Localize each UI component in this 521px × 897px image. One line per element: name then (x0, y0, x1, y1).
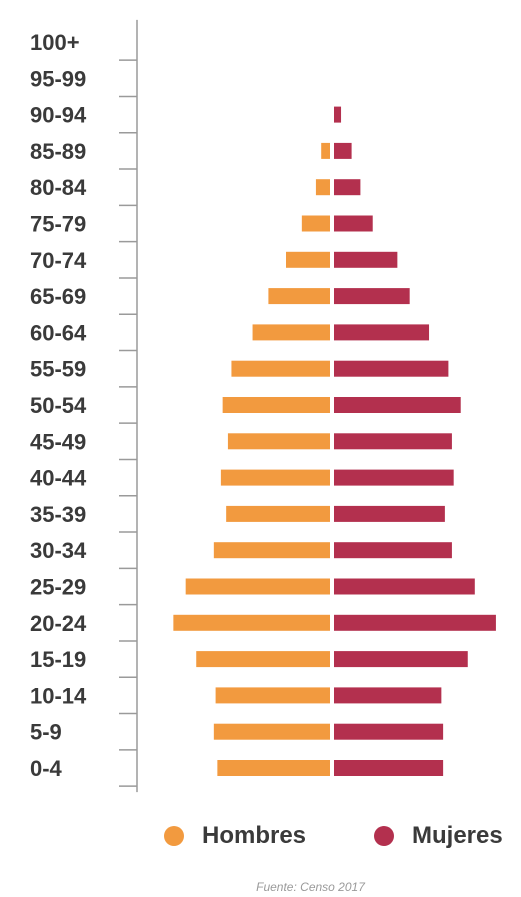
bar-mujeres (334, 433, 452, 450)
bar-mujeres (334, 723, 444, 740)
bar-mujeres (334, 687, 442, 704)
y-tick-label: 40-44 (30, 466, 87, 491)
y-tick-label: 95-99 (30, 66, 86, 91)
population-pyramid-chart: 100+ 95-99 90-94 85-89 80-84 75-79 70-74 65-69 6… (30, 19, 496, 793)
legend-dot-mujeres (374, 826, 394, 846)
bar-hombres (301, 215, 330, 232)
legend-label-hombres: Hombres (202, 822, 307, 849)
bar-mujeres (334, 542, 452, 559)
bar-hombres (173, 614, 330, 631)
y-tick-label: 5-9 (30, 720, 62, 745)
legend-item-hombres: Hombres (164, 822, 306, 850)
bar-mujeres (334, 651, 468, 668)
y-tick-label: 45-49 (30, 429, 86, 454)
bar-mujeres (334, 251, 398, 268)
y-tick-label: 50-54 (30, 393, 87, 418)
bar-mujeres (334, 760, 444, 776)
bar-hombres (315, 179, 330, 196)
bar-mujeres (334, 106, 342, 123)
legend-dot-hombres (164, 826, 184, 846)
y-tick-label: 85-89 (30, 139, 86, 164)
y-tick-label: 60-64 (30, 320, 87, 345)
y-tick-label: 15-19 (30, 647, 86, 672)
bar-hombres (215, 687, 330, 704)
bar-hombres (286, 251, 330, 268)
y-tick-label: 80-84 (30, 175, 87, 200)
y-tick-label: 55-59 (30, 357, 86, 382)
legend-label-mujeres: Mujeres (412, 822, 503, 849)
bar-mujeres (334, 469, 454, 486)
bar-mujeres (334, 360, 449, 377)
y-tick-label: 35-39 (30, 502, 86, 527)
bar-mujeres (334, 614, 496, 631)
y-tick-label: 65-69 (30, 284, 86, 309)
bar-hombres (220, 469, 330, 486)
bar-hombres (213, 542, 330, 559)
source-note: Fuente: Censo 2017 (256, 880, 365, 894)
bar-mujeres (334, 397, 461, 413)
bar-mujeres (334, 505, 445, 522)
bar-hombres (196, 651, 330, 668)
bar-mujeres (334, 179, 361, 196)
bar-hombres (217, 760, 330, 776)
bar-hombres (185, 578, 330, 595)
y-tick-label: 70-74 (30, 248, 87, 273)
y-tick-label: 20-24 (30, 611, 87, 636)
legend: Hombres Mujeres (0, 822, 521, 862)
bar-hombres (213, 723, 330, 740)
y-tick-label: 10-14 (30, 683, 87, 708)
y-tick-label: 25-29 (30, 575, 86, 600)
bar-mujeres (334, 142, 352, 159)
bar-mujeres (334, 288, 410, 305)
y-tick-label: 90-94 (30, 103, 87, 128)
legend-item-mujeres: Mujeres (374, 822, 503, 850)
bar-hombres (252, 324, 330, 341)
y-tick-label: 100+ (30, 30, 80, 55)
bar-hombres (227, 433, 330, 450)
bar-hombres (226, 505, 330, 522)
y-tick-label: 0-4 (30, 756, 63, 781)
bar-mujeres (334, 324, 430, 341)
y-tick-label: 30-34 (30, 538, 87, 563)
bar-mujeres (334, 578, 475, 595)
bar-hombres (222, 397, 330, 413)
bar-mujeres (334, 215, 373, 232)
bar-hombres (321, 142, 330, 159)
bar-hombres (268, 288, 330, 305)
bar-hombres (231, 360, 330, 377)
y-tick-label: 75-79 (30, 212, 86, 237)
